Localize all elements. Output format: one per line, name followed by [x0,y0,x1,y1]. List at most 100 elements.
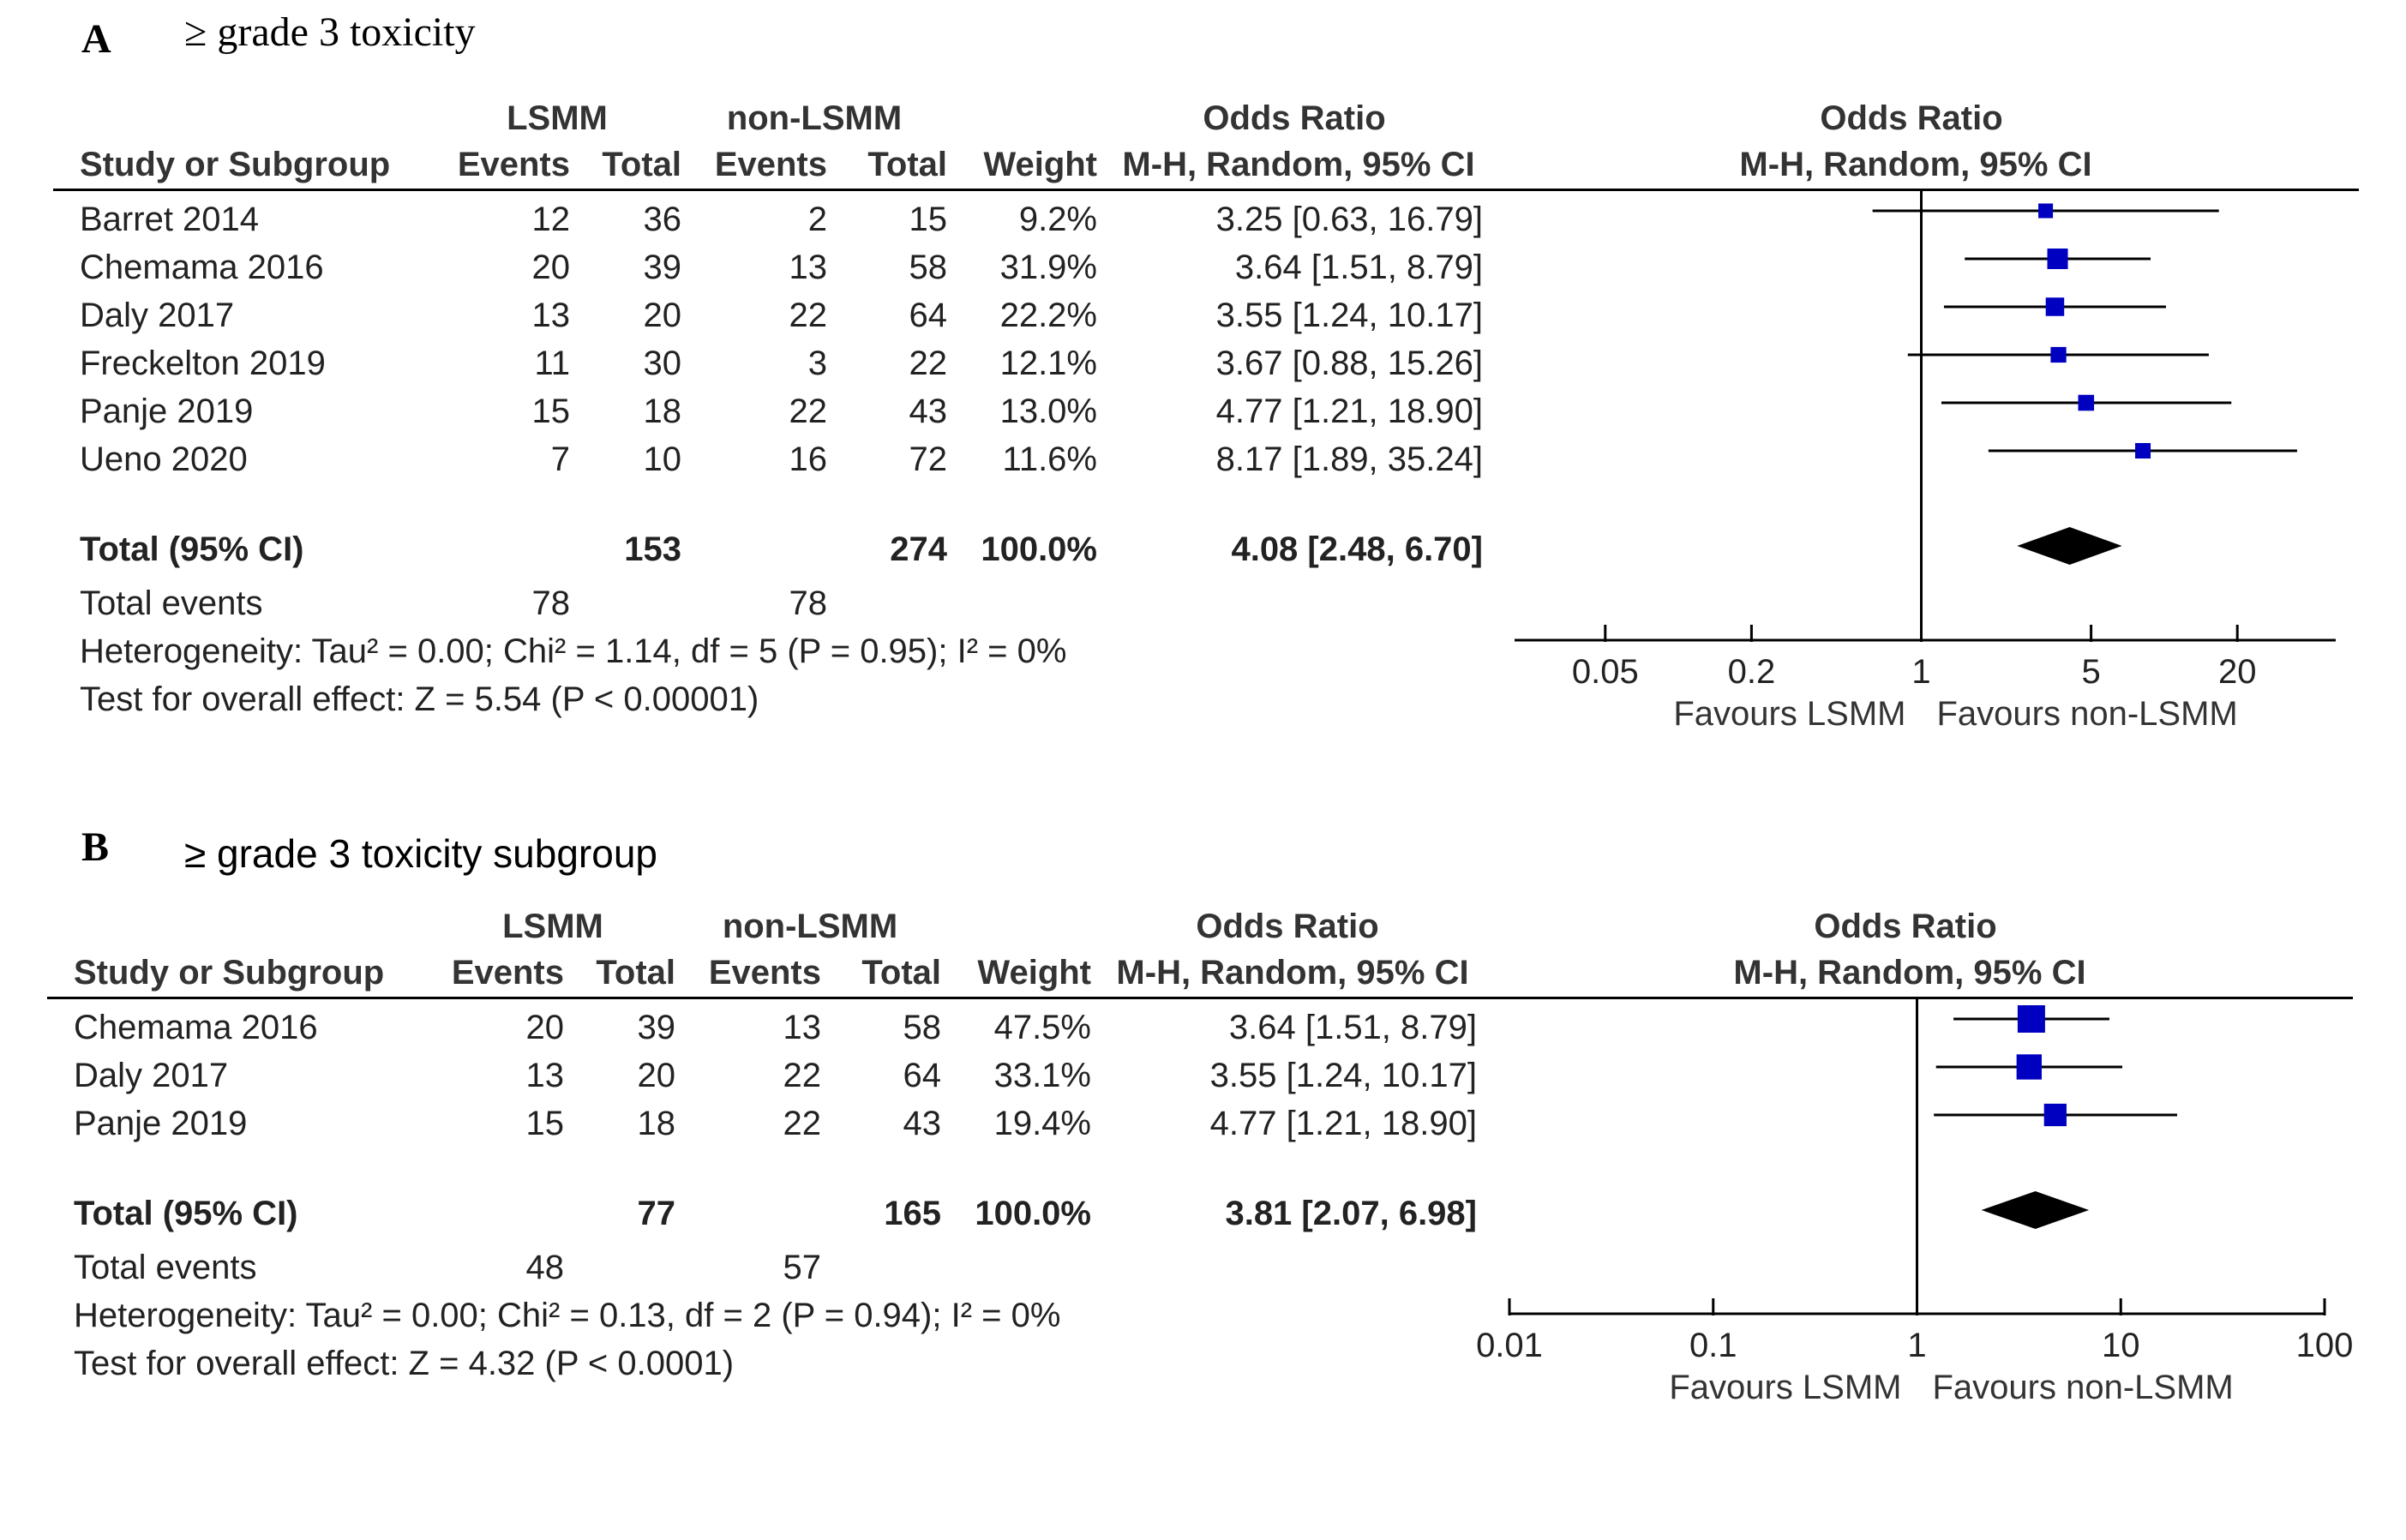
study-name: Daly 2017 [80,297,235,334]
experimental-events: 11 [534,345,570,382]
total-events-label: Total events [74,1249,257,1286]
odds-ratio-ci: 3.67 [0.88, 15.26] [1215,345,1483,382]
plot-header-method: M-H, Random, 95% CI [1739,146,2092,183]
col-header-or-method: M-H, Random, 95% CI [1116,954,1469,992]
control-total: 64 [903,1057,942,1094]
col-header-total: Total [602,146,681,183]
total-weight: 100.0% [981,530,1097,568]
experimental-total: 18 [643,392,682,430]
control-total: 58 [909,249,948,286]
heterogeneity-stat: Heterogeneity: Tau² = 0.00; Chi² = 0.13,… [74,1297,1061,1334]
experimental-grand-total: 77 [637,1195,676,1232]
odds-ratio-ci: 3.25 [0.63, 16.79] [1215,201,1483,238]
odds-ratio-ci: 8.17 [1.89, 35.24] [1215,440,1483,478]
overall-effect-stat: Test for overall effect: Z = 5.54 (P < 0… [80,680,759,718]
x-tick-label: 20 [2218,653,2257,691]
panel-letter: A [81,16,111,62]
study-name: Panje 2019 [74,1105,248,1142]
x-tick-label: 0.2 [1728,653,1776,691]
control-total: 22 [909,345,948,382]
experimental-total: 39 [643,249,682,286]
col-header-study: Study or Subgroup [74,954,385,992]
total-label: Total (95% CI) [74,1195,298,1232]
control-grand-total: 274 [890,530,947,568]
experimental-events: 12 [531,201,571,238]
study-weight: 22.2% [999,297,1097,334]
x-tick-label: 1 [1911,653,1930,691]
control-total: 43 [909,392,948,430]
group-header-experimental: LSMM [502,908,603,945]
group-header-control: non-LSMM [726,99,903,137]
odds-ratio-ci: 3.64 [1.51, 8.79] [1234,249,1483,286]
study-weight-square [2016,1054,2042,1080]
study-weight-square [2078,394,2095,411]
control-total-events: 78 [789,584,828,622]
col-header-weight: Weight [983,146,1097,183]
forest-plot-b: 0.01 0.1 1 10 100 Favours LSMM Favours non-LSM… [1476,997,2353,1406]
experimental-events: 7 [550,440,570,478]
col-header-total: Total [596,954,675,992]
favours-left-label: Favours LSMM [1669,1369,1901,1406]
study-weight: 9.2% [1018,201,1097,238]
total-label: Total (95% CI) [80,530,304,568]
col-header-events: Events [708,954,821,992]
forest-plot-a: 0.05 0.2 1 5 20 Favours LSMM Favours non-LSMM [1515,189,2336,733]
favours-left-label: Favours LSMM [1673,695,1905,733]
col-header-study: Study or Subgroup [80,146,391,183]
study-weight: 11.6% [1002,440,1097,478]
study-name: Daly 2017 [74,1057,229,1094]
experimental-events: 20 [525,1009,565,1046]
study-weight-square [2045,297,2065,316]
study-weight: 31.9% [999,249,1097,286]
forest-panel-a: A ≥ grade 3 toxicity LSMM non-LSMM Odds … [0,0,2406,733]
heterogeneity-stat: Heterogeneity: Tau² = 0.00; Chi² = 1.14,… [80,632,1067,670]
study-weight-square [2043,1103,2067,1127]
study-name: Panje 2019 [80,392,254,430]
study-weight: 33.1% [993,1057,1091,1094]
experimental-total: 36 [643,201,682,238]
experimental-total: 10 [643,440,682,478]
control-total-events: 57 [783,1249,822,1286]
experimental-total: 20 [643,297,682,334]
x-tick-label: 1 [1907,1327,1926,1364]
or-header-title: Odds Ratio [1196,908,1379,945]
study-weight-square [2038,203,2054,219]
favours-right-label: Favours non-LSMM [1933,1369,2234,1406]
odds-ratio-ci: 3.55 [1.24, 10.17] [1215,297,1483,334]
control-total: 43 [903,1105,942,1142]
experimental-total-events: 48 [525,1249,565,1286]
col-header-weight: Weight [977,954,1091,992]
control-events: 22 [789,297,828,334]
experimental-events: 13 [525,1057,565,1094]
experimental-events: 15 [531,392,571,430]
study-name: Chemama 2016 [74,1009,318,1046]
study-weight-square [2050,346,2067,363]
study-weight: 13.0% [999,392,1097,430]
control-total: 15 [909,201,948,238]
control-events: 13 [789,249,828,286]
experimental-events: 20 [531,249,571,286]
experimental-total-events: 78 [531,584,571,622]
overall-effect-stat: Test for overall effect: Z = 4.32 (P < 0… [74,1345,735,1382]
total-events-label: Total events [80,584,263,622]
plot-header-method: M-H, Random, 95% CI [1733,954,2086,992]
col-header-or-method: M-H, Random, 95% CI [1122,146,1475,183]
x-tick-label: 0.01 [1476,1327,1543,1364]
header-rule [47,997,2353,999]
pooled-effect-diamond [1981,1191,2090,1229]
experimental-total: 20 [637,1057,676,1094]
control-grand-total: 165 [884,1195,941,1232]
header-rule [53,189,2359,191]
x-tick-label: 10 [2102,1327,2140,1364]
control-events: 22 [783,1057,822,1094]
group-header-experimental: LSMM [507,99,608,137]
study-name: Barret 2014 [80,201,260,238]
study-weight: 19.4% [993,1105,1091,1142]
x-tick-label: 0.05 [1572,653,1639,691]
plot-header-title: Odds Ratio [1820,99,2003,137]
col-header-total: Total [867,146,947,183]
or-header-title: Odds Ratio [1203,99,1386,137]
x-tick-label: 0.1 [1689,1327,1737,1364]
panel-title: ≥ grade 3 toxicity [184,9,476,55]
panel-letter: B [81,824,110,870]
